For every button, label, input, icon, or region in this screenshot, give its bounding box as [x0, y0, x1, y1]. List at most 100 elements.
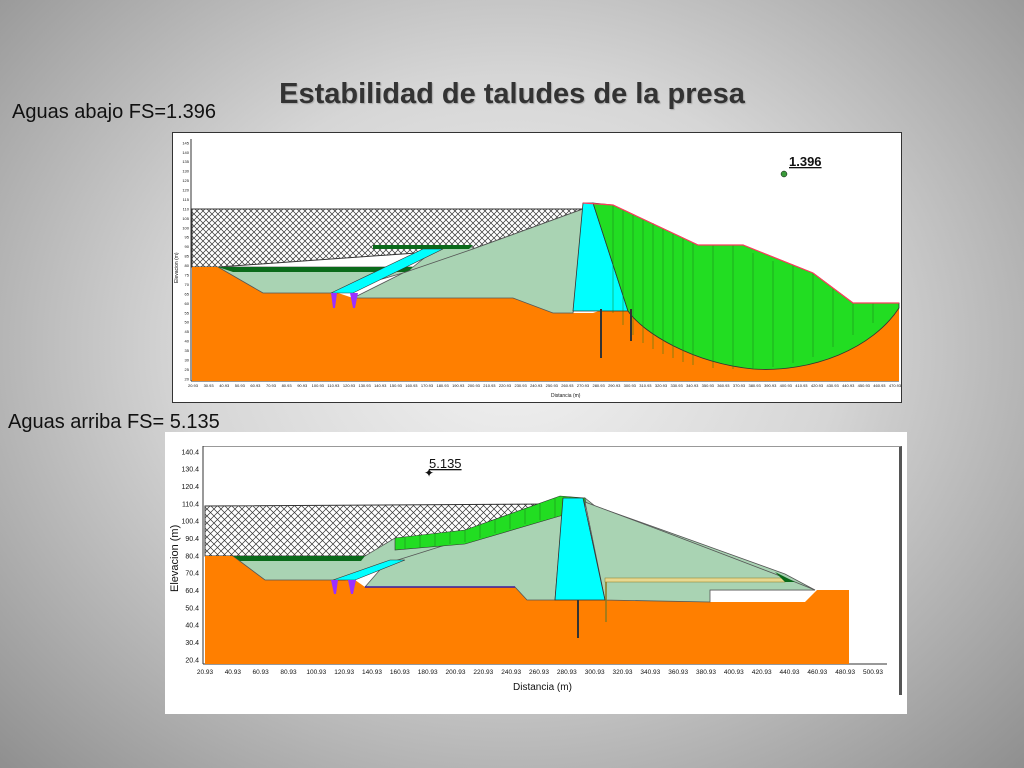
- clay-core: [554, 497, 606, 601]
- slice-lines: [612, 205, 874, 369]
- upstream-stability-panel: ✦ 5.135 140.4 130.4 120.4 110.4 100.4 90.4 80.…: [165, 432, 907, 714]
- upstream-shell: [352, 208, 594, 314]
- x-tick-label: 90.93: [297, 383, 308, 388]
- x-tick-label: 170.93: [421, 383, 434, 388]
- x-tick-label: 480.93: [835, 669, 855, 676]
- x-tick-label: 460.93: [807, 669, 827, 676]
- x-axis-label: Distancia (m): [513, 682, 572, 693]
- drain-conduit: [604, 577, 786, 583]
- y-tick-label: 20: [185, 376, 190, 381]
- x-tick-label: 30.93: [204, 383, 215, 388]
- slip-center-point: ✦: [424, 466, 434, 480]
- y-tick-label: 105: [182, 216, 189, 221]
- slip-center-point: [780, 170, 788, 178]
- slice-lines: [404, 497, 571, 549]
- x-tick-label: 360.93: [717, 383, 730, 388]
- y-tick-label: 95: [185, 235, 190, 240]
- y-axis-label: Elevacion (m): [169, 525, 181, 592]
- x-tick-label: 40.93: [225, 669, 242, 676]
- x-tick-label: 210.93: [483, 383, 496, 388]
- x-tick-label: 260.93: [561, 383, 574, 388]
- x-tick-label: 220.93: [473, 669, 493, 676]
- x-tick-label: 290.93: [608, 383, 621, 388]
- x-tick-label: 430.93: [826, 383, 839, 388]
- x-tick-labels: 20.93 40.93 60.93 80.93 100.93 120.93 140.93 16…: [197, 669, 883, 676]
- x-tick-label: 150.93: [390, 383, 403, 388]
- x-tick-label: 60.93: [253, 669, 270, 676]
- x-tick-label: 80.93: [280, 669, 297, 676]
- y-tick-label: 70: [185, 282, 190, 287]
- x-tick-label: 160.93: [390, 669, 410, 676]
- x-tick-label: 370.93: [733, 383, 746, 388]
- y-tick-label: 145: [182, 140, 189, 145]
- foundation: [205, 556, 849, 664]
- y-tick-label: 110: [183, 206, 190, 211]
- x-tick-label: 140.93: [374, 383, 387, 388]
- x-tick-label: 140.93: [362, 669, 382, 676]
- x-tick-label: 180.93: [418, 669, 438, 676]
- y-tick-label: 135: [182, 159, 189, 164]
- x-tick-label: 130.93: [358, 383, 371, 388]
- x-tick-label: 360.93: [668, 669, 688, 676]
- x-tick-label: 300.93: [624, 383, 637, 388]
- y-tick-label: 40: [185, 339, 190, 344]
- x-tick-label: 320.93: [655, 383, 668, 388]
- y-tick-label: 130.4: [181, 467, 199, 474]
- slip-surface-mass: [592, 202, 900, 370]
- x-tick-label: 200.93: [446, 669, 466, 676]
- x-tick-label: 400.93: [780, 383, 793, 388]
- x-tick-label: 250.93: [546, 383, 559, 388]
- fs-label: 1.396: [789, 154, 822, 169]
- slide-title: Estabilidad de taludes de la presa: [279, 78, 745, 110]
- y-tick-label: 35: [185, 348, 190, 353]
- upstream-facing: [218, 267, 413, 272]
- x-tick-label: 110.93: [327, 383, 340, 388]
- y-tick-label: 50.4: [185, 605, 199, 612]
- upstream-blanket: [373, 245, 473, 249]
- downstream-stability-panel: 1.396 145 140 135 130 125 120 115 110 105 100 95 90…: [172, 132, 902, 403]
- x-tick-label: 60.93: [250, 383, 261, 388]
- y-tick-label: 25: [185, 367, 190, 372]
- y-tick-label: 110.4: [182, 501, 199, 508]
- upstream-facing: [233, 556, 365, 561]
- x-tick-label: 180.93: [436, 383, 449, 388]
- x-tick-label: 260.93: [529, 669, 549, 676]
- x-tick-label: 450.93: [858, 383, 871, 388]
- toe-drain-2: [348, 580, 356, 594]
- x-tick-label: 230.93: [514, 383, 527, 388]
- y-tick-label: 80: [185, 263, 190, 268]
- x-tick-label: 440.93: [842, 383, 855, 388]
- upstream-section-figure: ✦ 5.135 140.4 130.4 120.4 110.4 100.4 90.4 80.…: [169, 446, 887, 693]
- toe-drain-1: [331, 293, 337, 308]
- x-tick-label: 40.93: [219, 383, 230, 388]
- x-tick-label: 70.93: [266, 383, 277, 388]
- x-tick-label: 100.93: [312, 383, 325, 388]
- y-tick-label: 100: [182, 225, 189, 230]
- y-tick-label: 45: [185, 329, 190, 334]
- x-tick-label: 420.93: [811, 383, 824, 388]
- x-tick-label: 410.93: [795, 383, 808, 388]
- y-tick-label: 140: [182, 150, 189, 155]
- x-tick-label: 340.93: [686, 383, 699, 388]
- y-tick-label: 90: [185, 244, 190, 249]
- y-tick-label: 115: [183, 197, 190, 202]
- y-tick-label: 55: [185, 310, 190, 315]
- x-tick-label: 160.93: [405, 383, 418, 388]
- y-tick-label: 65: [185, 291, 190, 296]
- y-tick-labels: 145 140 135 130 125 120 115 110 105 100 95 90 85 80 75…: [182, 140, 189, 381]
- caption-downstream: Aguas abajo FS=1.396: [12, 101, 217, 123]
- downstream-section-figure: 1.396 145 140 135 130 125 120 115 110 105 100 95 90…: [174, 139, 901, 399]
- x-tick-label: 20.93: [197, 669, 214, 676]
- y-tick-label: 60.4: [185, 588, 199, 595]
- y-tick-label: 70.4: [185, 571, 199, 578]
- x-tick-label: 380.93: [696, 669, 716, 676]
- x-tick-label: 390.93: [764, 383, 777, 388]
- y-tick-label: 125: [182, 178, 189, 183]
- downstream-slope-crest: [582, 202, 899, 304]
- x-tick-label: 200.93: [468, 383, 481, 388]
- toe-drain-1: [331, 580, 338, 594]
- x-tick-label: 470.93: [889, 383, 901, 388]
- reservoir: [191, 208, 584, 268]
- y-tick-label: 75: [185, 272, 190, 277]
- y-tick-label: 85: [185, 254, 190, 259]
